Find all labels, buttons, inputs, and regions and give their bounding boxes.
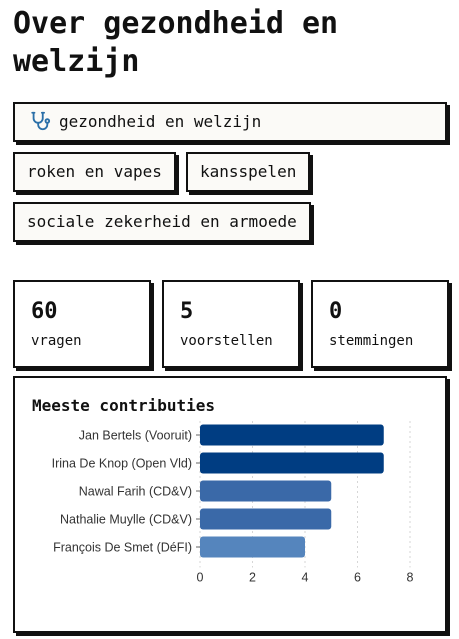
bar[interactable] [200, 452, 384, 474]
x-tick-label: 4 [302, 571, 309, 585]
tag-label: roken en vapes [27, 162, 162, 181]
tag-label: kansspelen [200, 162, 297, 181]
stat-label: stemmingen [329, 333, 414, 349]
x-tick-label: 2 [249, 571, 256, 585]
tag-label: sociale zekerheid en armoede [27, 212, 297, 231]
x-tick-label: 8 [407, 571, 414, 585]
stat-label: vragen [31, 333, 82, 349]
x-tick-label: 0 [197, 571, 204, 585]
category-label: Irina De Knop (Open Vld) [52, 457, 192, 471]
bar[interactable] [200, 480, 332, 502]
category-label: Jan Bertels (Vooruit) [79, 429, 192, 443]
tag-label: gezondheid en welzijn [59, 112, 262, 131]
stat-label: voorstellen [180, 333, 273, 349]
x-tick-label: 6 [354, 571, 361, 585]
stat-value: 60 [31, 299, 58, 324]
bar[interactable] [200, 536, 305, 558]
category-label: François De Smet (DéFI) [53, 541, 192, 555]
page-title: Over gezondheid en welzijn [13, 6, 339, 79]
stat-card-voorstellen: 5 voorstellen [162, 280, 300, 368]
category-label: Nawal Farih (CD&V) [79, 485, 192, 499]
stat-card-stemmingen: 0 stemmingen [311, 280, 449, 368]
contributions-bar-chart: 0 2 4 6 8 Jan Bertels (Vooruit) Irina De Knop … [52, 421, 414, 585]
category-label: Nathalie Muylle (CD&V) [60, 513, 192, 527]
bar[interactable] [200, 424, 384, 446]
tag-roken-en-vapes[interactable]: roken en vapes [13, 152, 176, 192]
stat-value: 5 [180, 299, 194, 324]
stat-card-vragen: 60 vragen [13, 280, 151, 368]
chart-title: Meeste contributies [32, 396, 216, 415]
tag-kansspelen[interactable]: kansspelen [186, 152, 310, 192]
contributions-chart-card: Meeste contributies 0 2 4 6 8 Jan Bertels (Vo… [13, 376, 447, 633]
stat-value: 0 [329, 299, 343, 324]
bar[interactable] [200, 508, 332, 530]
stethoscope-icon [31, 111, 51, 130]
tag-sociale-zekerheid-en-armoede[interactable]: sociale zekerheid en armoede [13, 202, 311, 242]
tag-gezondheid-en-welzijn[interactable]: gezondheid en welzijn [13, 102, 447, 142]
